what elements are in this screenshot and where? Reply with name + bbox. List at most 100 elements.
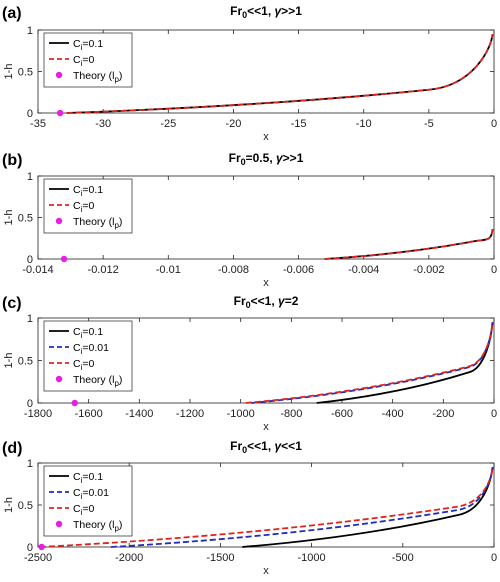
- x-tick-label: -0.008: [218, 264, 249, 276]
- legend-theory-marker: [55, 71, 63, 79]
- x-tick-label: -20: [225, 118, 241, 130]
- series-line-red: [324, 229, 494, 260]
- panel-title: Fr0<<1, γ>>1: [230, 4, 302, 20]
- legend-theory-marker: [55, 217, 63, 225]
- x-tick-label: -0.014: [22, 264, 53, 276]
- x-tick-label: 0: [491, 118, 497, 130]
- y-tick-label: 0: [27, 398, 33, 410]
- panel-title: Fr0<<1, γ<<1: [230, 439, 302, 455]
- legend-label: Ci=0: [73, 503, 95, 517]
- y-tick-label: 0.5: [18, 213, 33, 225]
- x-tick-label: -5: [424, 118, 434, 130]
- theory-point: [38, 543, 45, 551]
- panel-label: (c): [2, 295, 22, 312]
- series-line-black: [242, 467, 494, 548]
- legend-label: Ci=0: [73, 54, 95, 68]
- series-line-blue: [250, 322, 494, 404]
- panel-title: Fr0=0.5, γ>>1: [229, 151, 304, 167]
- x-tick-label: -1500: [206, 552, 234, 564]
- x-axis-label: x: [263, 131, 269, 143]
- y-axis-label: 1-h: [3, 210, 15, 226]
- theory-point: [56, 109, 64, 117]
- x-tick-label: -0.002: [413, 264, 444, 276]
- x-tick-label: -400: [382, 408, 404, 420]
- panel-title: Fr0<<1, γ=2: [234, 294, 299, 310]
- series-line-red: [39, 467, 494, 548]
- x-tick-label: -1400: [125, 408, 153, 420]
- x-tick-label: -10: [356, 118, 372, 130]
- theory-point: [60, 255, 68, 263]
- x-tick-label: 0: [491, 408, 497, 420]
- x-tick-label: 0: [491, 264, 497, 276]
- x-axis-label: x: [263, 277, 269, 289]
- x-tick-label: -2000: [115, 552, 143, 564]
- x-axis-label: x: [263, 421, 269, 433]
- y-tick-label: 1: [27, 25, 33, 37]
- y-axis-label: 1-h: [3, 64, 15, 80]
- x-tick-label: -0.006: [283, 264, 314, 276]
- panel-label: (d): [2, 440, 22, 457]
- legend-label: Theory (lp): [73, 374, 122, 388]
- x-tick-label: 0: [491, 552, 497, 564]
- legend-label: Ci=0.1: [73, 38, 103, 52]
- legend-label: Theory (lp): [73, 216, 122, 230]
- series-line-black: [324, 229, 494, 260]
- y-tick-label: 1: [27, 313, 33, 325]
- x-tick-label: -30: [95, 118, 111, 130]
- x-tick-label: -1800: [24, 408, 52, 420]
- x-tick-label: -0.012: [88, 264, 119, 276]
- legend-theory-marker: [55, 520, 63, 528]
- series-line-blue: [110, 467, 494, 548]
- panel-label: (b): [2, 152, 22, 169]
- chart-panel-b: -0.014 -0.012 -0.01 -0.008 -0.006 -0.004 -0.00…: [2, 151, 497, 289]
- legend-label: Ci=0.1: [73, 471, 103, 485]
- x-tick-label: -1600: [75, 408, 103, 420]
- legend-label: Ci=0: [73, 200, 95, 214]
- y-axis-label: 1-h: [3, 497, 15, 513]
- x-tick-label: -2500: [24, 552, 52, 564]
- y-axis-label: 1-h: [3, 353, 15, 369]
- x-tick-label: -25: [160, 118, 176, 130]
- series-line-red: [245, 322, 494, 404]
- legend-label: Ci=0: [73, 358, 95, 372]
- theory-point: [71, 399, 78, 407]
- x-tick-label: -200: [432, 408, 454, 420]
- series-line-red: [66, 34, 494, 114]
- y-tick-label: 1: [27, 171, 33, 183]
- y-tick-label: 0: [27, 254, 33, 266]
- chart-panel-c: -1800 -1600 -1400 -1200 -1000 -800 -600 -400 -20…: [2, 294, 497, 433]
- x-tick-label: -15: [291, 118, 307, 130]
- y-tick-label: 0.5: [18, 356, 33, 368]
- panel-label: (a): [2, 5, 22, 22]
- legend: Ci=0.1 Ci=0.01 Ci=0 Theory (lp): [43, 320, 133, 392]
- x-tick-label: -0.01: [156, 264, 181, 276]
- x-tick-label: -0.004: [348, 264, 379, 276]
- x-tick-label: -35: [30, 118, 46, 130]
- legend-label: Ci=0.1: [73, 326, 103, 340]
- legend: Ci=0.1 Ci=0.01 Ci=0 Theory (lp): [43, 465, 133, 537]
- legend-theory-marker: [55, 375, 63, 383]
- legend: Ci=0.1 Ci=0 Theory (lp): [43, 178, 133, 234]
- y-tick-label: 0.5: [18, 500, 33, 512]
- series-line-black: [316, 322, 494, 404]
- x-axis-label: x: [263, 565, 269, 577]
- legend-label: Theory (lp): [73, 70, 122, 84]
- legend-label: Ci=0.01: [73, 342, 109, 356]
- y-tick-label: 0: [27, 108, 33, 120]
- x-tick-label: -600: [331, 408, 353, 420]
- legend-label: Theory (lp): [73, 519, 122, 533]
- x-tick-label: -500: [392, 552, 414, 564]
- legend-label: Ci=0.01: [73, 487, 109, 501]
- x-tick-label: -1000: [298, 552, 326, 564]
- legend-label: Ci=0.1: [73, 184, 103, 198]
- legend: Ci=0.1 Ci=0 Theory (lp): [43, 32, 133, 88]
- y-tick-label: 0: [27, 542, 33, 554]
- chart-panel-a: -35 -30 -25 -20 -15 -10 -5 0 0 0.5 1 x 1-h (a) Fr0<<1,…: [2, 4, 497, 143]
- x-tick-label: -1000: [227, 408, 255, 420]
- chart-panel-d: -2500 -2000 -1500 -1000 -500 0 0 0.5 1 x 1-h (d) Fr0…: [2, 439, 497, 577]
- y-tick-label: 1: [27, 458, 33, 470]
- x-tick-label: -800: [280, 408, 302, 420]
- x-tick-label: -1200: [176, 408, 204, 420]
- y-tick-label: 0.5: [18, 67, 33, 79]
